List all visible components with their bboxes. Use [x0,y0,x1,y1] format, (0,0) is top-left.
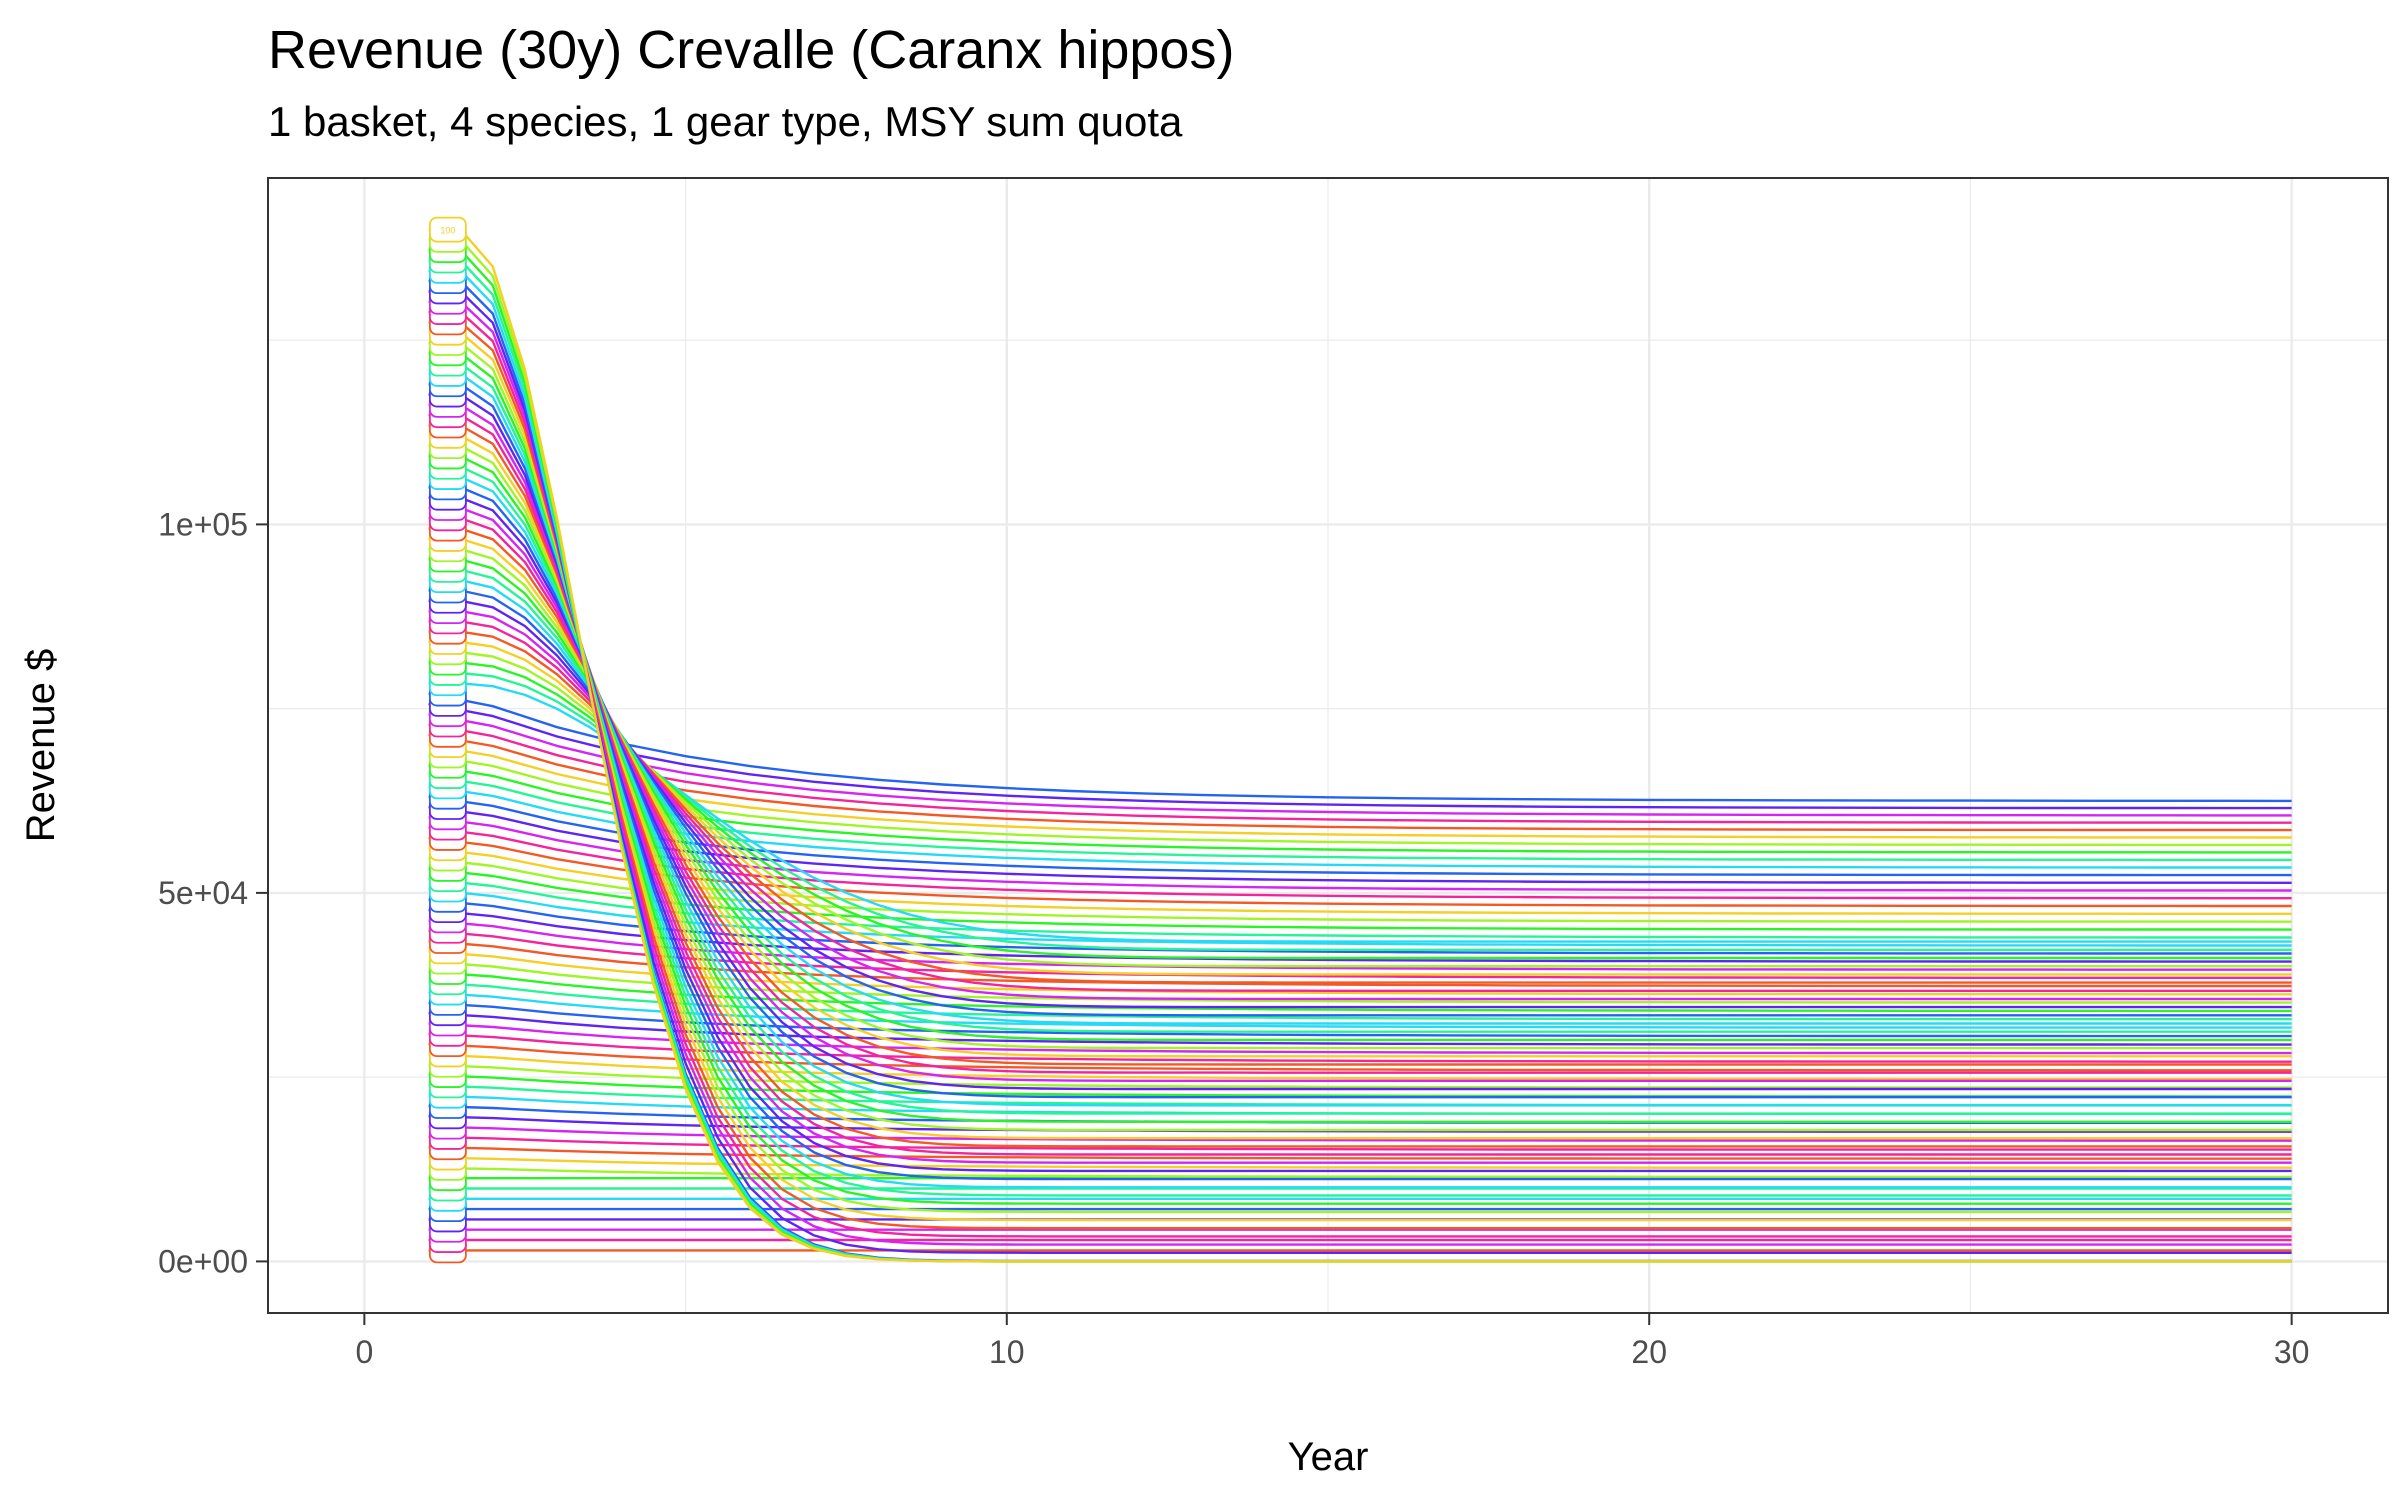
y-axis-title: Revenue $ [19,649,63,842]
series-line [428,486,2292,1099]
series-line [428,651,2292,968]
series-line [428,1146,2292,1160]
x-tick-label: 20 [1631,1334,1667,1370]
series-line [428,228,2292,1263]
series-line [428,393,2292,1173]
panel-border [267,177,2389,1314]
chart-title: Revenue (30y) Crevalle (Caranx hippos) [268,20,1235,80]
series-line [428,743,2292,839]
y-tick-label: 5e+04 [158,875,248,911]
series-line [428,1166,2292,1179]
run-labels: 100 [428,216,467,1264]
series-line [428,785,2292,869]
series-line [428,568,2292,1033]
y-tick-label: 0e+00 [158,1243,248,1279]
series-line [428,321,2292,1230]
series-line [428,372,2292,1189]
series-line [428,290,2292,1254]
series-line [428,331,2292,1222]
series-line [428,434,2292,1140]
series-line [428,517,2292,1074]
y-tick-label: 1e+05 [158,506,248,542]
x-tick-label: 0 [355,1334,373,1370]
series-line [428,671,2292,951]
series-line [428,259,2292,1263]
series-line [428,733,2292,832]
series-line [428,692,2292,803]
series-line [428,1135,2292,1151]
series-line [428,424,2292,1148]
series-line [428,465,2292,1115]
series-line [428,1115,2292,1133]
series-line [428,754,2292,847]
series-line [428,1022,2292,1055]
series-line [428,970,2292,1013]
series-line [428,826,2292,900]
series-line [428,506,2292,1082]
series-line [428,475,2292,1107]
series-line [428,836,2292,908]
series-line [428,362,2292,1197]
series-line [428,1125,2292,1142]
run-label-box [428,216,467,243]
series-line [428,723,2292,824]
series-line [428,383,2292,1181]
x-tick-label: 30 [2274,1334,2310,1370]
series-line [428,991,2292,1029]
series-line [428,1156,2292,1169]
x-tick-label: 10 [989,1334,1025,1370]
series-line [428,950,2292,996]
x-axis-title: Year [1288,1435,1369,1479]
chart-subtitle: 1 basket, 4 species, 1 gear type, MSY su… [268,98,1183,145]
series-line [428,702,2292,810]
series-line [428,249,2292,1263]
series-line [428,630,2292,984]
series-line [428,599,2292,1009]
series-line [428,589,2292,1017]
series-line [428,537,2292,1058]
series-line [428,1012,2292,1046]
series-line [428,1001,2292,1038]
series-line [428,774,2292,862]
series-line [428,620,2292,992]
series-line [428,310,2292,1238]
series-line [428,579,2292,1025]
series-line [428,444,2292,1132]
series-line [428,981,2292,1021]
series-line [428,414,2292,1156]
series-line [428,527,2292,1066]
series-line [428,341,2292,1214]
series-line [428,682,2292,943]
series-line [428,764,2292,854]
series-line [428,713,2292,817]
series-line [428,352,2292,1205]
series-line [428,455,2292,1123]
series-lines [428,228,2292,1263]
series-line [428,640,2292,976]
series-line [428,300,2292,1246]
axis-layer: 0 10 20 30 0e+00 5e+04 1e+05 [158,506,2309,1370]
top-run-label: 100 [440,226,455,236]
series-line [428,960,2292,1004]
series-line [428,609,2292,1001]
series-line [428,403,2292,1164]
series-line [428,661,2292,960]
series-line [428,496,2292,1091]
series-line [428,558,2292,1042]
series-line [428,548,2292,1050]
series-line [428,816,2292,892]
